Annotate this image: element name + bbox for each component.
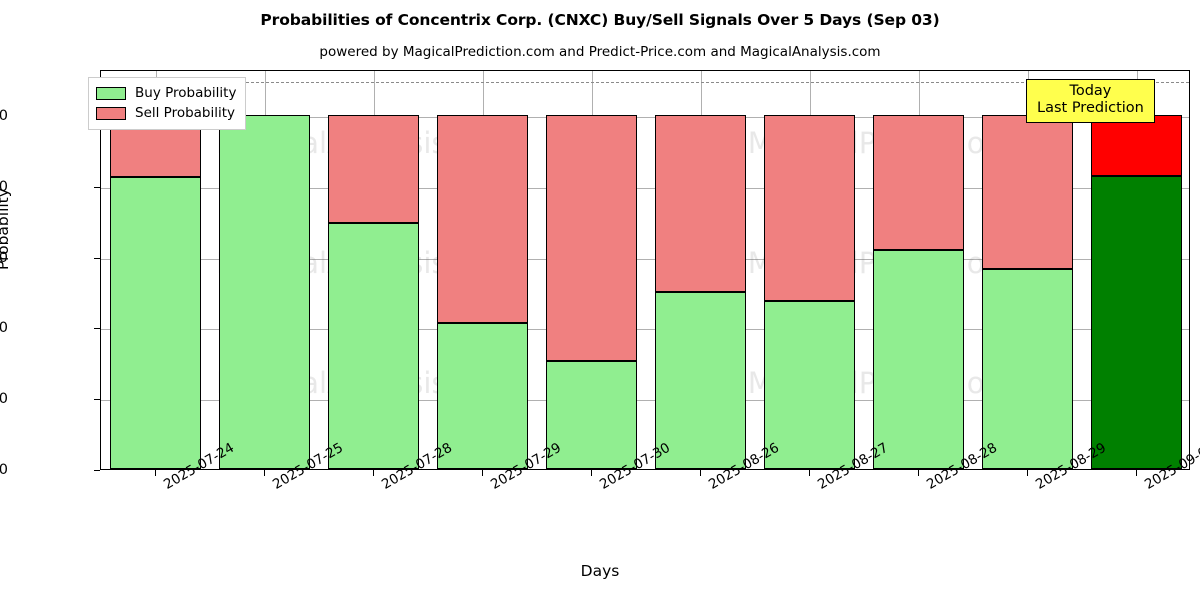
y-tick-label: 0 <box>0 462 8 478</box>
bar-group[interactable] <box>327 71 420 469</box>
y-tick-mark <box>94 328 100 330</box>
today-annotation-line1: Today <box>1069 83 1112 99</box>
legend-item[interactable]: Buy Probability <box>96 83 236 103</box>
bar-segment-sell[interactable] <box>545 115 638 362</box>
y-tick-label: 80 <box>0 178 8 195</box>
x-tick-mark <box>809 470 810 476</box>
x-tick-label: 2025-07-29 <box>488 440 564 493</box>
x-tick-mark <box>1136 470 1137 476</box>
plot-area: MagicalAnalysis.comMagicalPrediction.com… <box>100 70 1190 470</box>
x-axis-label: Days <box>580 562 620 580</box>
y-tick-mark <box>94 186 100 188</box>
bar-segment-sell[interactable] <box>872 115 965 251</box>
gridline-y <box>101 117 1189 119</box>
bars-layer <box>101 71 1189 469</box>
x-tick-label: 2025-08-28 <box>924 440 1000 493</box>
bar-segment-buy[interactable] <box>545 361 638 469</box>
x-tick-label: 2025-08-29 <box>1033 440 1109 493</box>
bar-segment-sell[interactable] <box>436 115 529 324</box>
y-tick-label: 40 <box>0 320 8 337</box>
x-tick-mark <box>591 470 592 476</box>
bar-group[interactable] <box>1090 71 1183 469</box>
y-tick-mark <box>94 257 100 259</box>
gridline-y <box>101 400 1189 402</box>
chart-subtitle: powered by MagicalPrediction.com and Pre… <box>319 44 881 60</box>
gridline-y <box>101 329 1189 331</box>
today-annotation-line2: Last Prediction <box>1037 100 1144 117</box>
x-tick-mark <box>155 470 156 476</box>
y-tick-mark <box>94 399 100 401</box>
y-tick-label: 100 <box>0 108 8 125</box>
bar-segment-buy[interactable] <box>872 250 965 469</box>
x-tick-mark <box>1027 470 1028 476</box>
today-annotation: Today Last Prediction <box>1026 79 1155 124</box>
x-tick-mark <box>700 470 701 476</box>
x-tick-label: 2025-07-25 <box>270 440 346 493</box>
bar-segment-sell[interactable] <box>763 115 856 301</box>
y-tick-mark <box>94 470 100 471</box>
y-tick-label: 20 <box>0 391 8 408</box>
bar-segment-sell[interactable] <box>1090 115 1183 176</box>
y-tick-label: 60 <box>0 249 8 266</box>
bar-segment-sell[interactable] <box>327 115 420 223</box>
y-axis-label: Probability <box>0 188 12 270</box>
bar-group[interactable] <box>763 71 856 469</box>
x-tick-label: 2025-08-26 <box>706 440 782 493</box>
bar-segment-buy[interactable] <box>763 300 856 469</box>
bar-group[interactable] <box>545 71 638 469</box>
bar-group[interactable] <box>654 71 747 469</box>
bar-segment-buy[interactable] <box>109 176 202 469</box>
bar-segment-buy[interactable] <box>436 323 529 469</box>
legend-swatch <box>96 86 126 100</box>
legend-swatch <box>96 106 126 120</box>
bar-group[interactable] <box>218 71 311 469</box>
x-tick-label: 2025-08-27 <box>815 440 891 493</box>
legend-label: Sell Probability <box>135 105 236 121</box>
x-tick-label: 2025-07-24 <box>161 440 237 493</box>
x-tick-mark <box>482 470 483 476</box>
bar-group[interactable] <box>436 71 529 469</box>
x-tick-mark <box>373 470 374 476</box>
bar-segment-sell[interactable] <box>654 115 747 293</box>
x-tick-mark <box>264 470 265 476</box>
bar-segment-buy[interactable] <box>654 292 747 469</box>
chart-legend: Buy Probability Sell Probability <box>88 77 247 130</box>
bar-segment-buy[interactable] <box>218 115 311 469</box>
gridline-y <box>101 187 1189 189</box>
bar-segment-buy[interactable] <box>327 222 420 469</box>
bar-segment-buy[interactable] <box>981 269 1074 469</box>
x-tick-label: 2025-07-28 <box>379 440 455 493</box>
x-tick-label: 2025-09-02 <box>1142 440 1200 493</box>
legend-label: Buy Probability <box>135 85 237 101</box>
gridline-y <box>101 258 1189 260</box>
bar-segment-sell[interactable] <box>981 115 1074 269</box>
x-tick-label: 2025-07-30 <box>597 440 673 493</box>
threshold-line <box>101 81 1189 83</box>
bar-group[interactable] <box>872 71 965 469</box>
x-tick-mark <box>918 470 919 476</box>
legend-item[interactable]: Sell Probability <box>96 103 236 123</box>
page-title: Probabilities of Concentrix Corp. (CNXC)… <box>260 11 940 29</box>
bar-segment-buy[interactable] <box>1090 175 1183 469</box>
bar-group[interactable] <box>981 71 1074 469</box>
